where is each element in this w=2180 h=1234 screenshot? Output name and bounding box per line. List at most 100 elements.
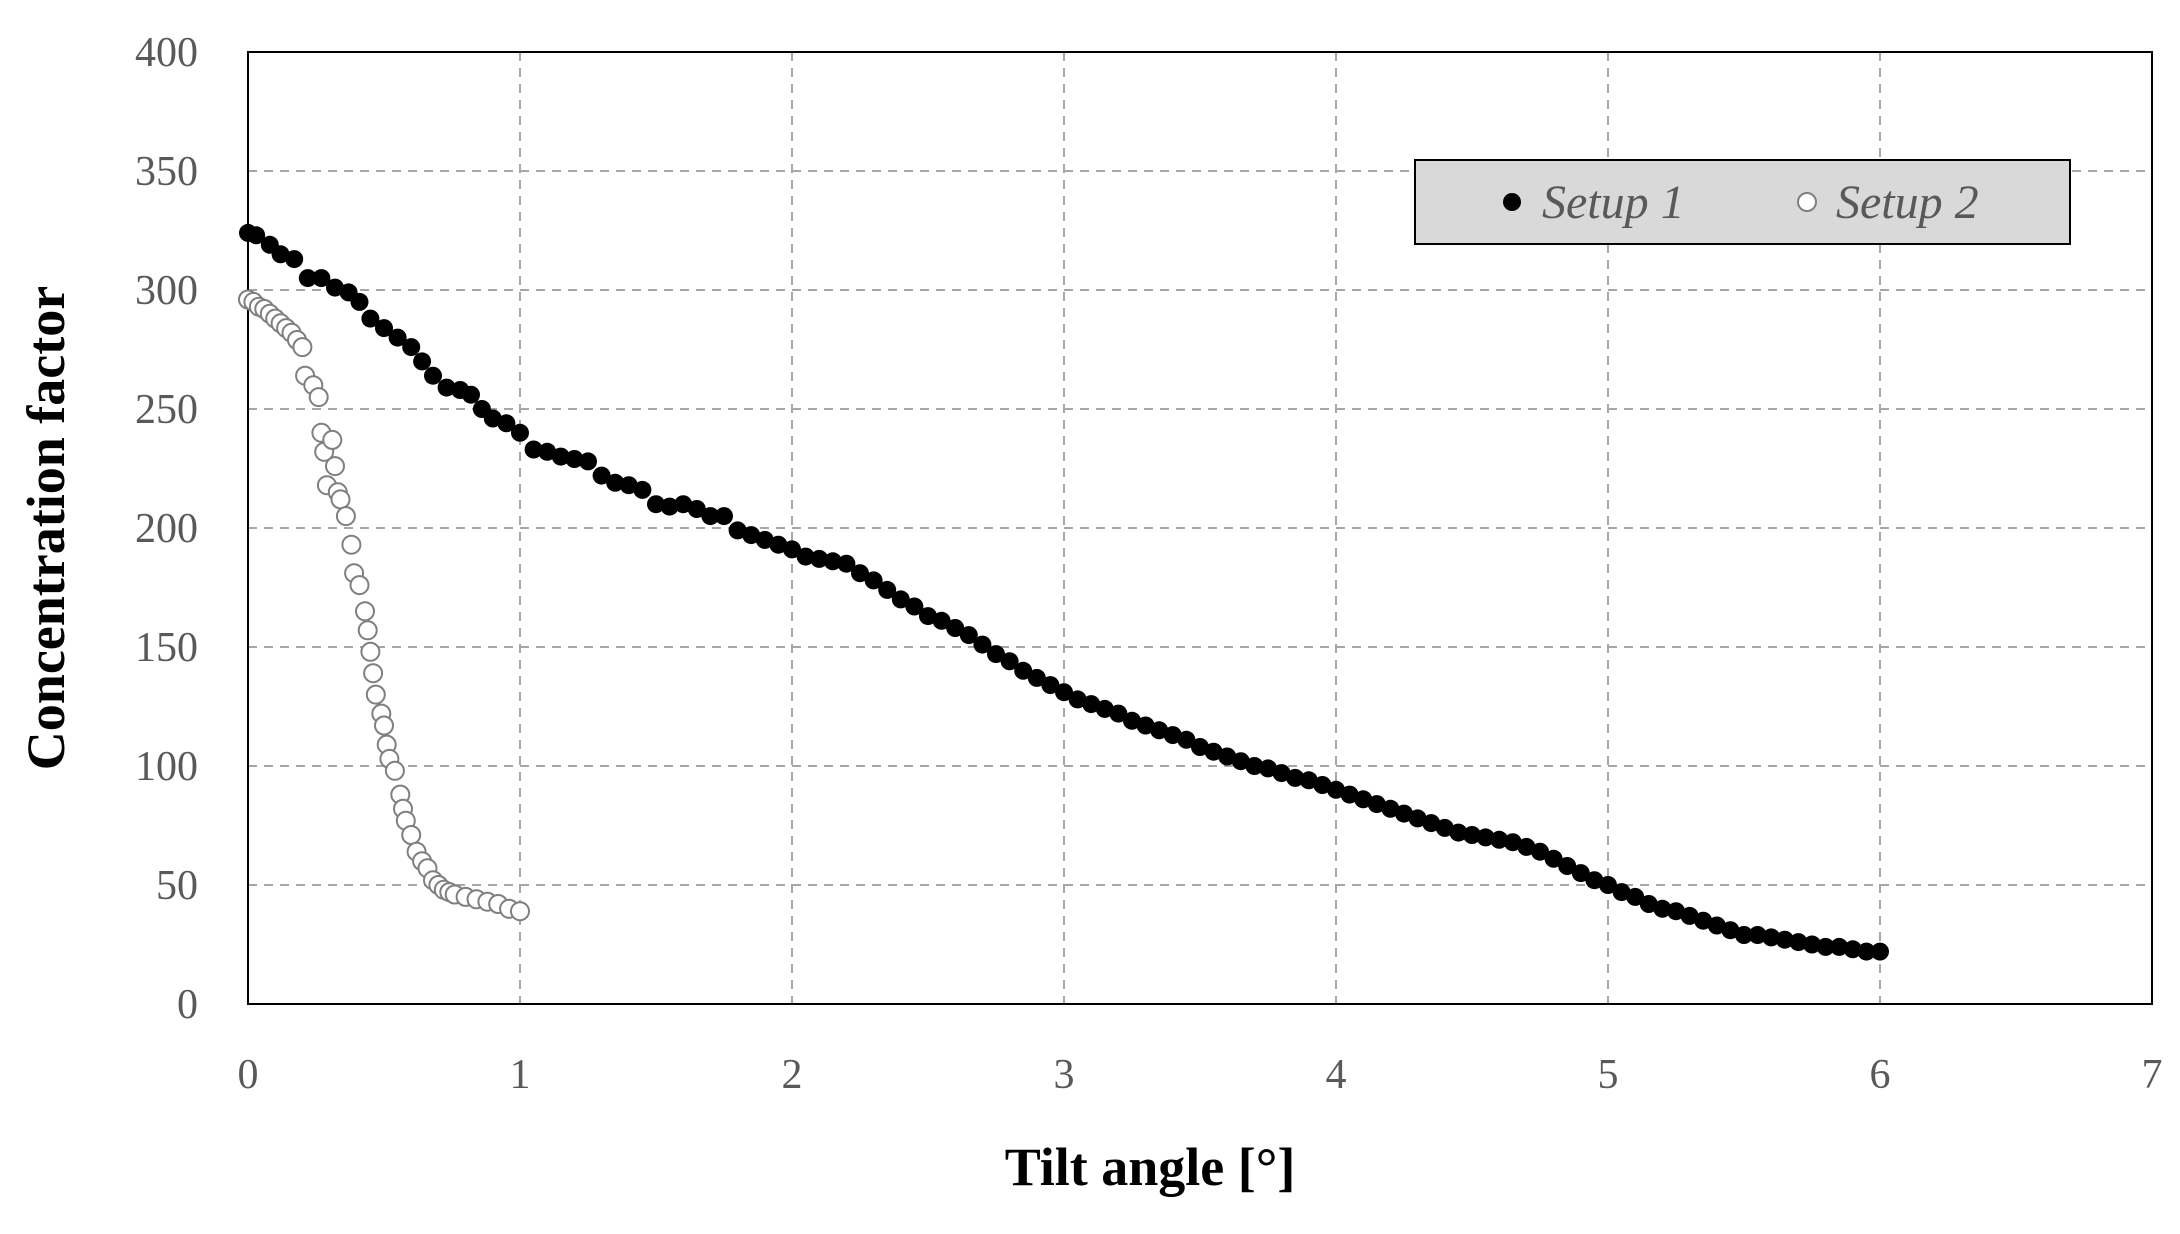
legend-box xyxy=(1414,159,2071,245)
point-setup-1 xyxy=(350,292,369,311)
series-setup-1 xyxy=(239,223,1889,961)
y-tick-label: 300 xyxy=(135,268,198,314)
point-setup-1 xyxy=(424,366,442,385)
point-setup-1 xyxy=(1136,716,1155,735)
point-setup-1 xyxy=(987,645,1005,664)
point-setup-1 xyxy=(1531,842,1549,861)
point-setup-1 xyxy=(1803,935,1821,954)
point-setup-1 xyxy=(388,328,407,347)
point-setup-1 xyxy=(864,571,883,590)
x-tick-labels: 0 1 2 3 4 5 6 7 xyxy=(238,1052,2163,1098)
point-setup-1 xyxy=(1585,871,1604,890)
point-setup-1 xyxy=(796,547,815,566)
point-setup-1 xyxy=(1082,695,1101,714)
point-setup-1 xyxy=(701,507,720,526)
point-setup-1 xyxy=(1327,780,1345,799)
point-setup-1 xyxy=(402,338,421,357)
y-tick-label: 50 xyxy=(156,863,198,909)
point-setup-1 xyxy=(919,607,937,626)
point-setup-1 xyxy=(1571,864,1590,883)
x-axis-title: Tilt angle [°] xyxy=(1005,1137,1296,1197)
point-setup-2 xyxy=(322,429,343,450)
point-setup-1 xyxy=(1435,818,1454,837)
point-setup-1 xyxy=(633,480,652,499)
point-setup-1 xyxy=(1299,771,1318,790)
point-setup-1 xyxy=(1680,906,1699,925)
point-setup-1 xyxy=(1123,711,1141,730)
point-setup-1 xyxy=(1843,940,1862,959)
x-tick-label: 0 xyxy=(238,1052,259,1098)
point-setup-2 xyxy=(510,901,530,922)
point-setup-1 xyxy=(891,590,910,609)
point-setup-1 xyxy=(1830,937,1849,956)
point-setup-1 xyxy=(946,619,965,637)
point-setup-1 xyxy=(1871,942,1889,961)
point-setup-2 xyxy=(330,489,351,510)
point-setup-2 xyxy=(365,684,386,705)
x-tick-label: 7 xyxy=(2142,1052,2163,1098)
y-tick-label: 0 xyxy=(177,982,198,1028)
point-setup-1 xyxy=(905,597,924,616)
point-setup-1 xyxy=(1449,823,1468,842)
point-setup-1 xyxy=(1245,757,1264,775)
point-setup-1 xyxy=(1354,790,1373,809)
point-setup-1 xyxy=(769,535,788,554)
point-setup-1 xyxy=(524,440,543,459)
x-tick-label: 1 xyxy=(510,1052,531,1098)
series-layer xyxy=(238,223,1889,961)
point-setup-1 xyxy=(1789,933,1808,952)
point-setup-1 xyxy=(1395,804,1413,823)
point-setup-1 xyxy=(1857,942,1876,961)
y-tick-labels: 0 50 100 150 200 250 300 350 400 xyxy=(135,30,198,1028)
point-setup-1 xyxy=(326,278,344,297)
x-tick-label: 4 xyxy=(1326,1052,1347,1098)
y-axis-title: Concentration factor xyxy=(16,286,76,770)
point-setup-1 xyxy=(1340,785,1359,804)
grid xyxy=(248,52,2152,1004)
point-setup-1 xyxy=(462,385,480,404)
point-setup-1 xyxy=(437,378,456,397)
point-setup-1 xyxy=(728,521,747,540)
point-setup-1 xyxy=(271,245,290,264)
point-setup-1 xyxy=(810,549,829,568)
point-setup-1 xyxy=(1639,895,1658,913)
point-setup-1 xyxy=(551,447,570,466)
series-setup-2 xyxy=(238,289,530,922)
point-setup-2 xyxy=(325,456,345,477)
legend-marker-setup-2 xyxy=(1797,192,1817,212)
point-setup-1 xyxy=(1150,721,1169,740)
point-setup-1 xyxy=(565,450,584,468)
point-setup-1 xyxy=(312,269,331,288)
point-setup-1 xyxy=(1599,876,1617,894)
point-setup-1 xyxy=(606,473,625,492)
point-setup-1 xyxy=(361,309,380,328)
legend-label-setup-2: Setup 2 xyxy=(1836,176,1979,229)
point-setup-2 xyxy=(374,715,394,736)
point-setup-1 xyxy=(619,476,638,495)
point-setup-1 xyxy=(1490,830,1509,849)
point-setup-1 xyxy=(1163,726,1182,745)
point-setup-1 xyxy=(742,526,761,545)
legend-label-setup-1: Setup 1 xyxy=(1542,176,1685,229)
point-setup-1 xyxy=(1014,661,1033,680)
legend: Setup 1 Setup 2 xyxy=(1414,159,2071,245)
point-setup-1 xyxy=(660,497,679,516)
point-setup-1 xyxy=(1748,926,1767,944)
point-setup-1 xyxy=(878,580,897,599)
point-setup-1 xyxy=(1041,676,1060,695)
point-setup-2 xyxy=(349,575,370,596)
point-setup-1 xyxy=(298,269,317,288)
y-tick-label: 150 xyxy=(135,625,198,671)
point-setup-1 xyxy=(1231,752,1250,771)
point-setup-1 xyxy=(1055,683,1073,702)
point-setup-2 xyxy=(292,337,313,358)
point-setup-1 xyxy=(375,319,393,338)
point-setup-1 xyxy=(1463,826,1481,844)
point-setup-1 xyxy=(973,635,992,654)
point-setup-1 xyxy=(538,442,557,461)
point-setup-1 xyxy=(1653,899,1672,918)
point-setup-1 xyxy=(1775,930,1794,949)
point-setup-1 xyxy=(511,423,529,442)
point-setup-1 xyxy=(1272,764,1291,783)
point-setup-1 xyxy=(647,495,665,514)
